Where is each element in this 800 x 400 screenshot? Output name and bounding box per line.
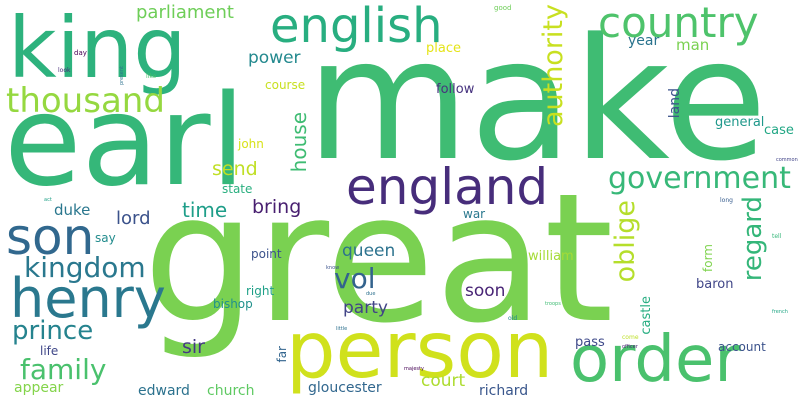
word-king: king <box>8 0 187 97</box>
word-earl: earl <box>4 67 246 214</box>
word-lord: lord <box>116 208 151 229</box>
word-baron: baron <box>696 277 734 292</box>
word-long: long <box>720 197 733 204</box>
word-kingdom: kingdom <box>24 251 146 284</box>
word-edward: edward <box>138 383 190 399</box>
word-english: english <box>270 0 443 54</box>
word-follow: follow <box>436 82 475 97</box>
word-time: time <box>182 198 228 222</box>
word-house: house <box>287 112 311 173</box>
word-great: great <box>143 155 614 362</box>
word-government: government <box>608 161 791 196</box>
word-look: look <box>58 67 71 74</box>
word-act: act <box>44 197 52 203</box>
word-england: england <box>346 158 549 216</box>
word-say: say <box>95 231 116 245</box>
word-oblige: oblige <box>610 200 641 283</box>
word-state: state <box>222 182 253 196</box>
word-old: old <box>508 315 518 322</box>
word-prince: prince <box>12 316 94 346</box>
word-far: far <box>275 346 289 363</box>
word-send: send <box>212 158 258 180</box>
word-regard: regard <box>738 196 768 282</box>
word-form: form <box>701 244 715 272</box>
word-french: french <box>772 309 788 315</box>
word-make: make <box>306 2 768 198</box>
word-son: son <box>6 208 95 266</box>
word-right: right <box>246 284 275 298</box>
word-party: party <box>343 298 388 318</box>
word-vol: vol <box>334 262 376 295</box>
word-course: course <box>265 78 306 92</box>
word-majesty: majesty <box>404 366 424 372</box>
word-duke: duke <box>54 201 91 219</box>
word-castle: castle <box>639 296 654 335</box>
word-like: like <box>146 73 157 80</box>
word-appear: appear <box>14 380 64 396</box>
word-parliament: parliament <box>136 2 234 23</box>
word-bring: bring <box>252 196 302 218</box>
word-authority: authority <box>538 4 569 128</box>
word-thousand: thousand <box>6 81 165 121</box>
word-due: due <box>366 291 376 297</box>
word-troops: troops <box>545 301 561 307</box>
word-william: william <box>528 249 574 264</box>
word-good: good <box>494 4 512 12</box>
word-pass: pass <box>575 335 605 350</box>
word-come: come <box>622 334 639 341</box>
word-richard: richard <box>479 383 529 399</box>
word-gloucester: gloucester <box>308 380 382 396</box>
word-queen: queen <box>342 241 396 261</box>
word-life: life <box>40 344 59 358</box>
word-general: general <box>715 115 765 130</box>
word-account: account <box>718 340 766 354</box>
word-family: family <box>20 353 107 386</box>
word-john: john <box>238 137 264 151</box>
word-country: country <box>598 0 759 47</box>
word-year: year <box>628 33 660 49</box>
word-order: order <box>570 323 741 397</box>
word-know: know <box>326 265 340 271</box>
word-bishop: bishop <box>213 297 253 311</box>
word-war: war <box>463 207 486 221</box>
word-tell: tell <box>772 233 782 240</box>
word-man: man <box>676 36 710 54</box>
word-present: present <box>119 66 125 86</box>
word-land: land <box>667 88 683 119</box>
word-person: person <box>286 306 554 396</box>
word-sir: sir <box>182 336 205 358</box>
word-case: case <box>764 123 794 138</box>
word-henry: henry <box>10 267 166 330</box>
word-officer: officer <box>622 344 638 350</box>
word-day: day <box>74 49 87 57</box>
word-church: church <box>207 383 255 399</box>
word-soon: soon <box>465 281 506 301</box>
word-common: common <box>776 157 798 163</box>
word-court: court <box>421 371 466 391</box>
word-place: place <box>426 41 461 56</box>
word-point: point <box>251 247 282 261</box>
word-power: power <box>248 48 301 68</box>
word-little: little <box>336 326 348 332</box>
